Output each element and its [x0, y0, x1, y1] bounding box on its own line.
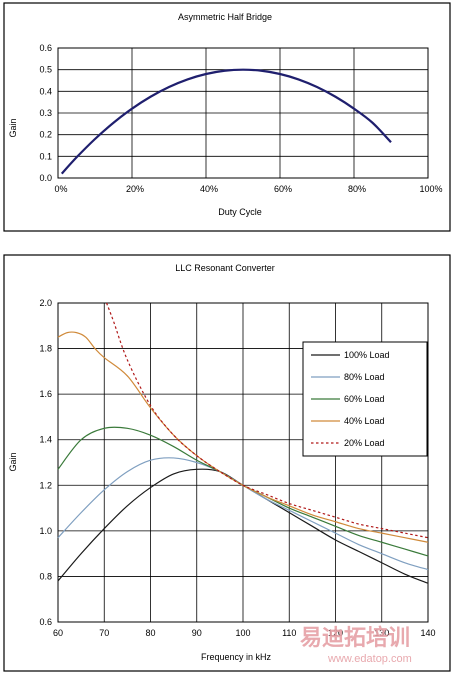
x-tick-label: 140	[420, 628, 435, 638]
chart2-ylabel: Gain	[8, 452, 18, 471]
y-tick-label: 1.6	[39, 389, 52, 399]
x-tick-label: 60	[53, 628, 63, 638]
legend-label: 60% Load	[344, 394, 385, 404]
y-tick-label: 0.2	[39, 130, 52, 140]
y-tick-label: 0.0	[39, 173, 52, 183]
x-tick-label: 100%	[419, 184, 442, 194]
y-tick-label: 1.8	[39, 344, 52, 354]
watermark: 易迪拓培训 www.edatop.com	[300, 625, 412, 665]
x-tick-label: 0%	[54, 184, 67, 194]
chart2-y-ticks: 0.6 0.8 1.0 1.2 1.4 1.6 1.8 2.0	[39, 298, 52, 627]
x-tick-label: 120	[328, 628, 343, 638]
chart2-x-ticks: 60 70 80 90 100 110 120 130 140	[53, 628, 436, 638]
watermark-url: www.edatop.com	[327, 653, 412, 665]
chart1-gridlines	[57, 47, 429, 179]
x-tick-label: 80%	[348, 184, 366, 194]
x-tick-label: 40%	[200, 184, 218, 194]
legend-label: 80% Load	[344, 372, 385, 382]
legend-label: 20% Load	[344, 438, 385, 448]
y-tick-label: 0.6	[39, 617, 52, 627]
x-tick-label: 70	[99, 628, 109, 638]
x-tick-label: 80	[145, 628, 155, 638]
legend-label: 100% Load	[344, 350, 390, 360]
chart2-title: LLC Resonant Converter	[175, 263, 275, 273]
chart2-xlabel: Frequency in kHz	[201, 652, 272, 662]
series-line-0	[60, 68, 392, 175]
x-tick-label: 130	[374, 628, 389, 638]
asymmetric-half-bridge-chart: Asymmetric Half Bridge Duty Cycle Gain 0…	[3, 2, 451, 232]
y-tick-label: 0.1	[39, 151, 52, 161]
x-tick-label: 100	[235, 628, 250, 638]
y-tick-label: 0.8	[39, 571, 52, 581]
y-tick-label: 0.3	[39, 108, 52, 118]
y-tick-label: 0.6	[39, 43, 52, 53]
x-tick-label: 110	[282, 628, 296, 638]
y-tick-label: 1.0	[39, 526, 52, 536]
watermark-cn: 易迪拓培训	[300, 625, 410, 651]
x-tick-label: 60%	[274, 184, 292, 194]
chart1-y-ticks: 0.0 0.1 0.2 0.3 0.4 0.5 0.6	[39, 43, 52, 183]
y-tick-label: 0.5	[39, 65, 52, 75]
llc-resonant-converter-chart: LLC Resonant Converter Frequency in kHz …	[3, 254, 451, 672]
chart1-title: Asymmetric Half Bridge	[178, 12, 272, 22]
chart1-xlabel: Duty Cycle	[218, 207, 262, 217]
chart1-ylabel: Gain	[8, 118, 18, 137]
legend-label: 40% Load	[344, 416, 385, 426]
y-tick-label: 2.0	[39, 298, 52, 308]
y-tick-label: 1.2	[39, 480, 52, 490]
x-tick-label: 20%	[126, 184, 144, 194]
chart2-legend: 100% Load 80% Load 60% Load 40% Load 20% Loa…	[302, 341, 428, 457]
series-line-40-load	[57, 331, 429, 543]
y-tick-label: 1.4	[39, 435, 52, 445]
series-line-20-load	[106, 302, 429, 539]
chart1-series	[60, 68, 392, 175]
chart2-series	[57, 302, 429, 584]
y-tick-label: 0.4	[39, 86, 52, 96]
chart1-x-ticks: 0% 20% 40% 60% 80% 100%	[54, 184, 442, 194]
x-tick-label: 90	[192, 628, 202, 638]
